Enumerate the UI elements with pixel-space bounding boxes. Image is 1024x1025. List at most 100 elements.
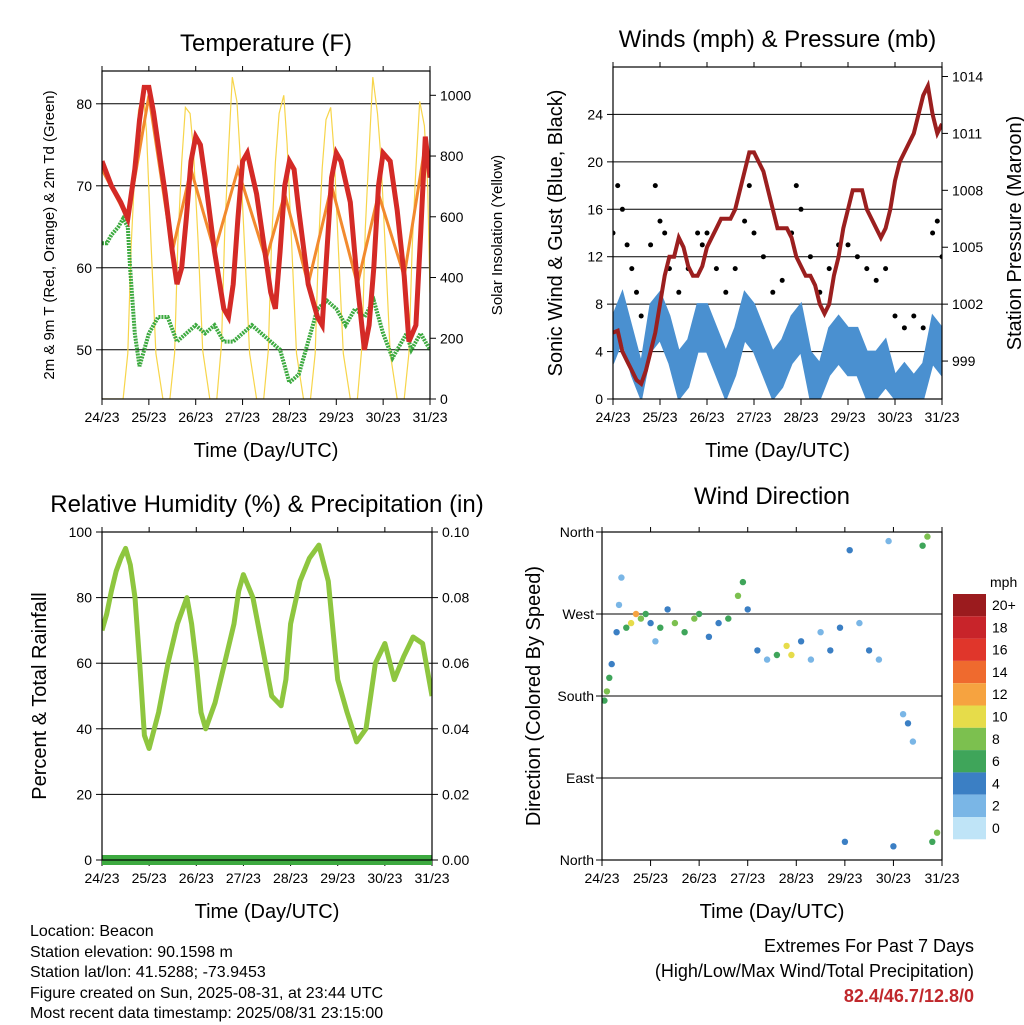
gust-point: [901, 325, 907, 331]
direction-point: [754, 647, 761, 654]
x-axis-label: Time (Day/UTC): [700, 901, 845, 923]
y-right-tick-label: 1005: [952, 239, 983, 255]
y-tick-label: 0: [84, 852, 92, 868]
gust-point: [883, 266, 889, 272]
gust-point: [638, 313, 644, 319]
legend-title: mph: [990, 574, 1017, 590]
direction-point: [933, 829, 941, 836]
y-tick-label: 8: [595, 296, 603, 312]
y-right-tick-label: 0.10: [442, 524, 469, 540]
y-tick-label: 60: [76, 655, 92, 671]
plot-area: [102, 542, 432, 865]
direction-point: [637, 615, 645, 622]
direction-point: [695, 610, 703, 618]
x-tick-label: 27/23: [736, 409, 771, 425]
x-tick-label: 24/23: [84, 409, 119, 425]
y-tick-label: 60: [76, 260, 92, 276]
x-axis-label: Time (Day/UTC): [705, 440, 850, 462]
x-tick-label: 31/23: [924, 870, 959, 886]
direction-point: [618, 574, 625, 581]
x-axis-label: Time (Day/UTC): [194, 440, 339, 462]
gust-point: [695, 230, 701, 236]
gust-point: [939, 254, 942, 260]
direction-point: [613, 629, 620, 636]
gust-point: [657, 218, 663, 224]
extremes-values: 82.4/46.7/12.8/0: [843, 986, 974, 1006]
direction-point: [623, 624, 630, 631]
y-tick-label: 80: [76, 96, 92, 112]
y-tick-label: 12: [587, 249, 603, 265]
recent-timestamp: Most recent data timestamp: 2025/08/31 2…: [30, 1005, 384, 1022]
gust-point: [873, 277, 879, 283]
y-right-tick-label: 0.04: [442, 721, 469, 737]
legend-label: 10: [992, 709, 1008, 725]
direction-point: [705, 633, 713, 640]
gust-point: [798, 206, 804, 212]
direction-point: [841, 838, 849, 845]
legend-swatch: [953, 638, 986, 661]
direction-point: [739, 578, 747, 586]
gust-point: [930, 230, 936, 236]
direction-point: [773, 651, 781, 659]
gust-point: [751, 230, 757, 236]
x-tick-label: 31/23: [412, 409, 447, 425]
direction-point: [846, 547, 853, 554]
legend-swatch: [953, 660, 986, 684]
direction-point: [715, 619, 722, 627]
direction-point: [664, 606, 671, 613]
gust-point: [892, 313, 898, 319]
x-tick-label: 24/23: [84, 870, 119, 886]
y-tick-label: 40: [76, 721, 92, 737]
legend-label: 12: [992, 686, 1008, 702]
direction-point: [797, 638, 805, 645]
legend-label: 16: [992, 642, 1008, 658]
y-tick-label: East: [566, 770, 594, 786]
panel-direction: North East South West North 24/23 25/23 26/23 27…: [523, 483, 960, 923]
gust-point: [662, 230, 668, 236]
gust-point: [826, 266, 832, 272]
gust-point: [624, 242, 630, 248]
temp-2m-line: [102, 84, 430, 351]
solar-insolation-line: [102, 76, 430, 399]
plot-frame: [101, 70, 431, 400]
gust-point: [615, 183, 621, 189]
y-right-tick-label: 1000: [440, 87, 471, 103]
gust-point: [746, 183, 752, 189]
x-tick-label: 29/23: [830, 409, 865, 425]
direction-point: [671, 619, 679, 627]
direction-point: [904, 720, 912, 727]
direction-point: [647, 619, 654, 627]
plot-frame: [101, 531, 433, 861]
y-tick-label: West: [562, 606, 594, 622]
x-tick-label: 29/23: [319, 409, 354, 425]
legend-swatch: [953, 727, 986, 751]
y-right-tick-label: 999: [952, 353, 976, 369]
y-right-tick-label: 200: [440, 330, 464, 346]
x-tick-label: 27/23: [225, 409, 260, 425]
y-right-axis-label: Station Pressure (Maroon): [1004, 116, 1024, 351]
direction-point: [899, 711, 907, 718]
relative-humidity-line: [102, 542, 432, 751]
x-tick-label: 31/23: [414, 870, 449, 886]
legend-label: 14: [992, 664, 1008, 680]
y-tick-label: North: [560, 852, 594, 868]
x-tick-label: 27/23: [226, 870, 261, 886]
legend-label: 6: [992, 753, 1000, 769]
plot-area: [602, 533, 941, 850]
y-right-tick-label: 1014: [952, 68, 983, 84]
y-tick-label: 16: [587, 201, 603, 217]
direction-point: [642, 610, 649, 618]
x-tick-label: 28/23: [783, 409, 818, 425]
gust-point: [619, 206, 625, 212]
x-tick-label: 26/23: [179, 870, 214, 886]
direction-point: [652, 638, 659, 645]
gust-point: [864, 266, 870, 272]
plot-frame: [601, 531, 943, 861]
y-tick-label: South: [557, 688, 594, 704]
legend-label: 0: [992, 820, 1000, 836]
legend-label: 18: [992, 619, 1008, 635]
legend-swatch: [953, 594, 986, 617]
gust-point: [770, 289, 776, 295]
direction-point: [606, 674, 613, 681]
direction-point: [627, 619, 635, 627]
